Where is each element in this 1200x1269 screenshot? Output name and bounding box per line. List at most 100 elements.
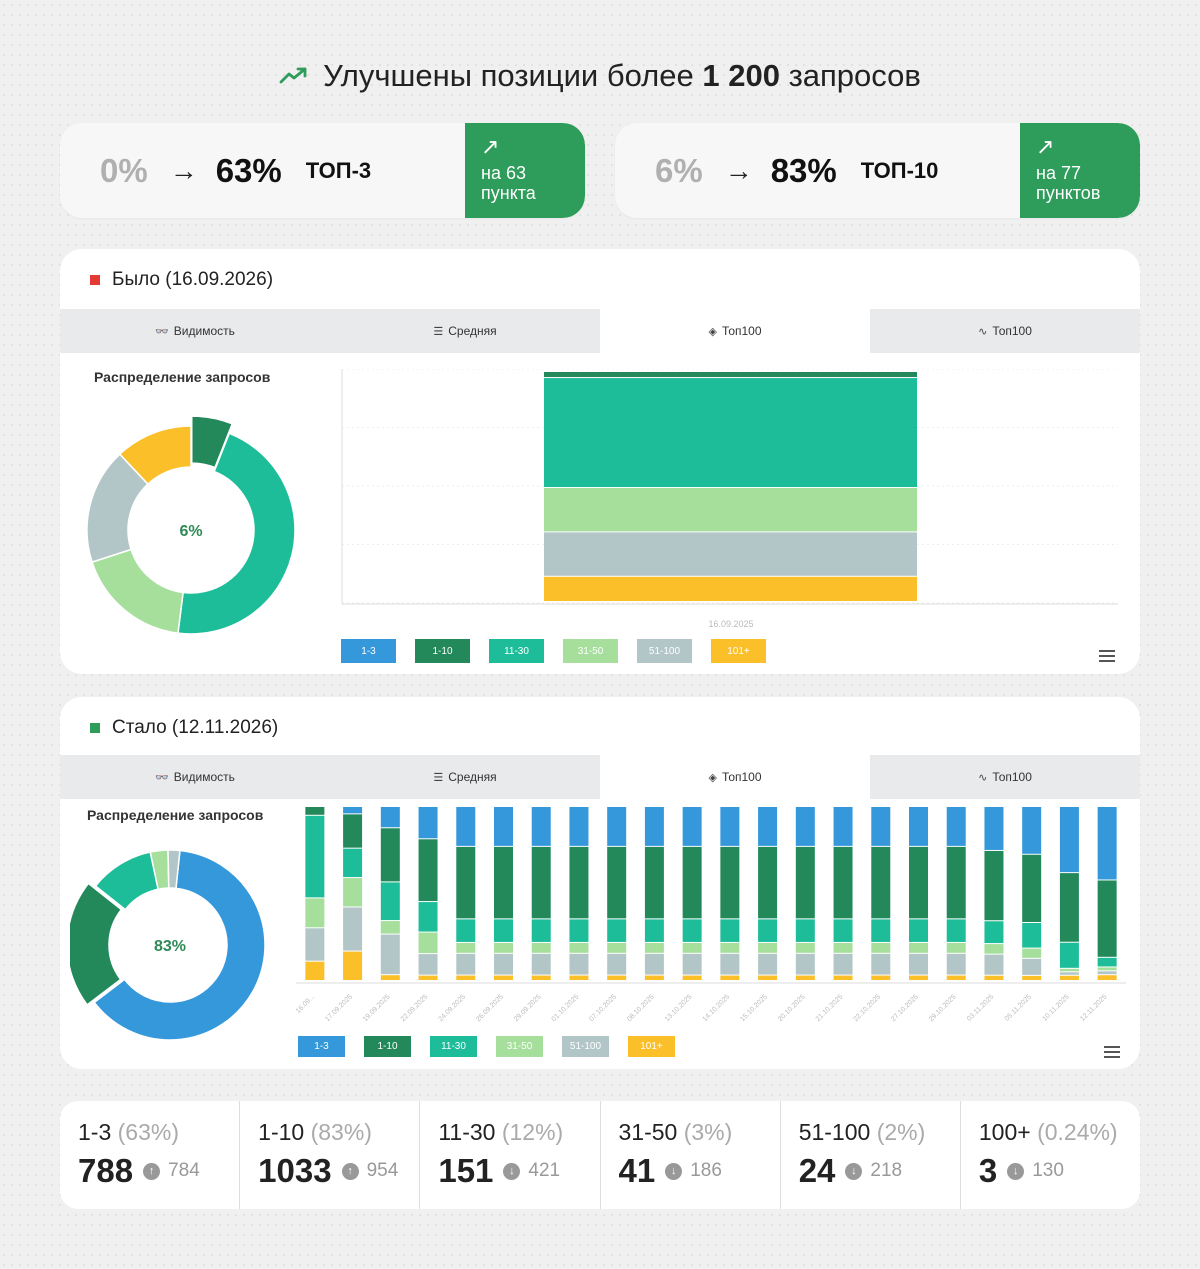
bar-segment-1-10[interactable] xyxy=(720,846,740,919)
bar-segment-1-3[interactable] xyxy=(380,807,400,828)
bar-segment-1-10[interactable] xyxy=(544,372,917,378)
bar-segment-1-3[interactable] xyxy=(871,807,891,846)
bar-segment-1-10[interactable] xyxy=(909,846,928,919)
donut-slice-11-30[interactable] xyxy=(177,432,296,635)
bar-segment-101+[interactable] xyxy=(984,975,1004,980)
bar-segment-101+[interactable] xyxy=(418,975,438,980)
bar-segment-51-100[interactable] xyxy=(569,953,589,975)
bar-segment-1-3[interactable] xyxy=(758,807,778,846)
bar-segment-1-3[interactable] xyxy=(418,807,438,839)
bar-segment-11-30[interactable] xyxy=(758,919,778,942)
bar-segment-1-3[interactable] xyxy=(1022,807,1042,854)
bar-segment-31-50[interactable] xyxy=(305,898,325,928)
bar-segment-1-3[interactable] xyxy=(1059,807,1079,873)
bar-segment-51-100[interactable] xyxy=(682,953,702,975)
bar-segment-31-50[interactable] xyxy=(343,878,363,907)
bar-segment-1-3[interactable] xyxy=(833,807,853,846)
bar-segment-1-10[interactable] xyxy=(984,850,1004,921)
bar-segment-101+[interactable] xyxy=(456,975,476,980)
bar-segment-1-3[interactable] xyxy=(720,807,740,846)
bar-segment-1-3[interactable] xyxy=(644,807,664,846)
donut-slice-31-50[interactable] xyxy=(91,548,184,635)
legend-item-31-50[interactable]: 31-50 xyxy=(496,1036,543,1057)
bar-segment-101+[interactable] xyxy=(758,975,778,980)
bar-segment-1-10[interactable] xyxy=(494,846,513,919)
bar-segment-101+[interactable] xyxy=(871,975,891,980)
bar-segment-101+[interactable] xyxy=(720,975,740,980)
bar-segment-51-100[interactable] xyxy=(1059,972,1079,975)
bar-segment-1-3[interactable] xyxy=(909,807,928,846)
bar-segment-11-30[interactable] xyxy=(531,919,551,942)
bar-segment-101+[interactable] xyxy=(531,975,551,980)
bar-segment-31-50[interactable] xyxy=(1022,948,1042,958)
bar-segment-31-50[interactable] xyxy=(456,942,476,953)
bar-segment-11-30[interactable] xyxy=(494,919,513,942)
tab-visibility[interactable]: 👓 Видимость xyxy=(155,324,235,338)
bar-segment-51-100[interactable] xyxy=(946,953,966,975)
bar-segment-1-10[interactable] xyxy=(531,846,551,919)
bar-segment-1-3[interactable] xyxy=(682,807,702,846)
bar-segment-31-50[interactable] xyxy=(682,942,702,953)
bar-segment-11-30[interactable] xyxy=(343,848,363,878)
menu-icon[interactable] xyxy=(1104,1046,1120,1058)
donut-slice-1-10[interactable] xyxy=(70,882,123,1006)
bar-segment-31-50[interactable] xyxy=(720,942,740,953)
bar-segment-101+[interactable] xyxy=(1022,975,1042,980)
bar-segment-1-3[interactable] xyxy=(494,807,513,846)
bar-segment-51-100[interactable] xyxy=(418,954,438,975)
bar-segment-31-50[interactable] xyxy=(984,944,1004,954)
bar-segment-51-100[interactable] xyxy=(909,953,928,975)
bar-segment-101+[interactable] xyxy=(343,951,363,980)
bar-segment-31-50[interactable] xyxy=(795,942,815,953)
bar-segment-51-100[interactable] xyxy=(456,953,476,975)
bar-segment-1-10[interactable] xyxy=(456,846,476,919)
bar-segment-11-30[interactable] xyxy=(380,882,400,921)
bar-segment-11-30[interactable] xyxy=(456,919,476,942)
bar-segment-101+[interactable] xyxy=(494,975,513,980)
bar-segment-31-50[interactable] xyxy=(544,488,917,532)
bar-segment-101+[interactable] xyxy=(1059,975,1079,980)
bar-segment-31-50[interactable] xyxy=(494,942,513,953)
bar-segment-31-50[interactable] xyxy=(871,942,891,953)
tab-average[interactable]: ☰ Средняя xyxy=(433,770,497,784)
legend-item-1-10[interactable]: 1-10 xyxy=(415,639,470,663)
bar-segment-1-10[interactable] xyxy=(758,846,778,919)
bar-segment-51-100[interactable] xyxy=(833,953,853,975)
bar-segment-1-10[interactable] xyxy=(833,846,853,919)
legend-item-101[interactable]: 101+ xyxy=(628,1036,675,1057)
bar-segment-1-10[interactable] xyxy=(795,846,815,919)
bar-segment-11-30[interactable] xyxy=(1059,942,1079,968)
bar-segment-11-30[interactable] xyxy=(544,378,917,488)
bar-segment-51-100[interactable] xyxy=(494,953,513,975)
legend-item-51-100[interactable]: 51-100 xyxy=(637,639,692,663)
bar-segment-1-10[interactable] xyxy=(1022,854,1042,922)
bar-segment-11-30[interactable] xyxy=(569,919,589,942)
bar-segment-31-50[interactable] xyxy=(380,921,400,934)
bar-segment-31-50[interactable] xyxy=(758,942,778,953)
bar-segment-51-100[interactable] xyxy=(758,953,778,975)
legend-item-1-3[interactable]: 1-3 xyxy=(341,639,396,663)
bar-segment-11-30[interactable] xyxy=(305,815,325,898)
legend-item-51-100[interactable]: 51-100 xyxy=(562,1036,609,1057)
bar-segment-51-100[interactable] xyxy=(1022,958,1042,975)
bar-segment-51-100[interactable] xyxy=(720,953,740,975)
bar-segment-31-50[interactable] xyxy=(569,942,589,953)
bar-segment-1-10[interactable] xyxy=(305,807,325,815)
bar-segment-31-50[interactable] xyxy=(1097,967,1117,971)
bar-segment-31-50[interactable] xyxy=(607,942,627,953)
bar-segment-1-3[interactable] xyxy=(984,807,1004,850)
bar-segment-1-10[interactable] xyxy=(871,846,891,919)
bar-segment-11-30[interactable] xyxy=(1022,923,1042,948)
bar-segment-1-10[interactable] xyxy=(682,846,702,919)
bar-segment-11-30[interactable] xyxy=(795,919,815,942)
bar-segment-101+[interactable] xyxy=(607,975,627,980)
tab-average[interactable]: ☰ Средняя xyxy=(433,324,497,338)
bar-segment-11-30[interactable] xyxy=(984,921,1004,944)
bar-segment-1-10[interactable] xyxy=(644,846,664,919)
bar-segment-51-100[interactable] xyxy=(380,934,400,975)
bar-segment-1-10[interactable] xyxy=(380,828,400,882)
bar-segment-1-3[interactable] xyxy=(1097,807,1117,880)
bar-segment-1-3[interactable] xyxy=(607,807,627,846)
bar-segment-101+[interactable] xyxy=(644,975,664,980)
bar-segment-1-3[interactable] xyxy=(343,807,363,814)
